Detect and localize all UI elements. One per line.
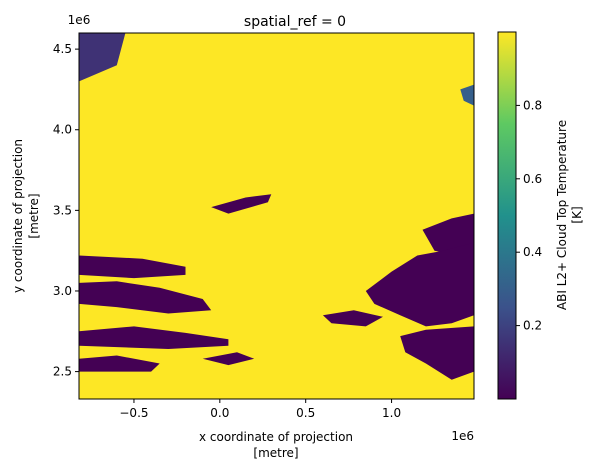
colorbar-tick-label: 0.2 <box>523 319 542 333</box>
heatmap-region-central-streak <box>211 194 272 214</box>
x-axis-label-line1: x coordinate of projection <box>199 430 353 444</box>
heatmap-region-south-fragment <box>202 352 255 366</box>
chart-title: spatial_ref = 0 <box>244 14 346 30</box>
x-offset-label: 1e6 <box>451 429 474 443</box>
heatmap-region-northeast-edge <box>460 84 474 106</box>
y-tick-label: 4.0 <box>53 123 72 137</box>
colorbar-tick-label: 0.6 <box>523 172 542 186</box>
colorbar-label-line2: [K] <box>570 206 584 223</box>
plot-frame <box>78 32 475 400</box>
y-tick-label: 2.5 <box>53 365 72 379</box>
x-tick-label: 0.0 <box>210 406 229 420</box>
heatmap-region-northwest-speckle <box>79 33 126 82</box>
heatmap-region-east-patch-upper <box>422 213 474 256</box>
heatmap-region-east-patch-main <box>365 242 474 327</box>
y-axis-label-line2: [metre] <box>27 193 41 238</box>
plot-area <box>79 33 474 399</box>
heatmap-region-east-patch-lower <box>400 326 474 380</box>
x-axis: −0.5 0.0 0.5 1.0 <box>119 399 401 420</box>
y-axis-label-line1: y coordinate of projection <box>11 139 25 293</box>
colorbar-tick-label: 0.8 <box>523 98 542 112</box>
x-axis-label-line2: [metre] <box>253 446 298 460</box>
heatmap-region-west-band-bottom <box>79 355 160 372</box>
colorbar-axis: 0.2 0.4 0.6 0.8 <box>516 98 542 333</box>
colorbar-label-line1: ABI L2+ Cloud Top Temperature <box>555 120 569 310</box>
y-tick-label: 3.0 <box>53 284 72 298</box>
x-tick-label: 0.5 <box>296 406 315 420</box>
heatmap-region-west-band-lower <box>79 326 229 349</box>
y-axis: 2.5 3.0 3.5 4.0 4.5 <box>53 42 79 379</box>
y-tick-label: 4.5 <box>53 42 72 56</box>
colorbar-tick-label: 0.4 <box>523 245 542 259</box>
heatmap-region-west-band-upper <box>79 255 186 279</box>
heatmap-region-southeast-fragment <box>322 310 383 327</box>
y-offset-label: 1e6 <box>68 13 91 27</box>
x-tick-label: −0.5 <box>119 406 148 420</box>
x-tick-label: 1.0 <box>382 406 401 420</box>
colorbar <box>497 31 517 400</box>
heatmap-region-west-band-middle <box>79 281 212 314</box>
y-tick-label: 3.5 <box>53 203 72 217</box>
